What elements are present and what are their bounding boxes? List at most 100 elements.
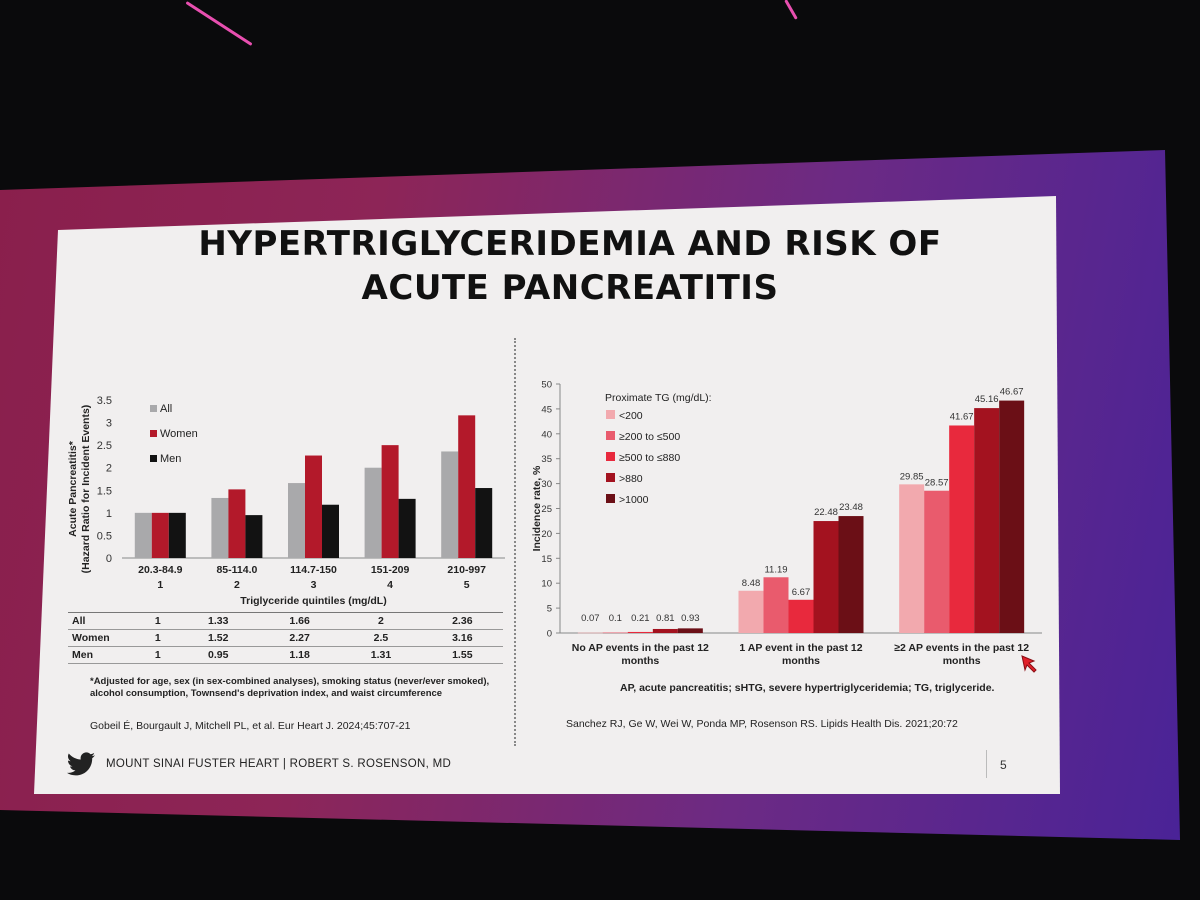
legend-swatch (150, 405, 157, 412)
table-cell: 1.52 (177, 629, 259, 647)
table-cell: 2 (340, 612, 422, 630)
y-axis-title-line-1: Acute Pancreatitis* (67, 440, 79, 537)
row-label: All (68, 612, 138, 630)
slide (34, 196, 1060, 794)
bar-men (475, 488, 493, 558)
category-label-line: months (782, 655, 820, 667)
y-tick-label: 50 (541, 380, 552, 391)
table-cell: 1 (138, 612, 178, 630)
data-label: 0.07 (581, 613, 600, 624)
category-label-line: ≥2 AP events in the past 12 (894, 642, 1029, 654)
right-citation: Sanchez RJ, Ge W, Wei W, Ponda MP, Rosen… (566, 718, 958, 730)
bar-all (364, 467, 382, 558)
legend-swatch (606, 431, 615, 440)
bar-tg-2 (788, 599, 814, 633)
y-tick-label: 35 (541, 454, 552, 465)
table-cell: 1 (138, 646, 178, 664)
category-label: 114.7-150 (290, 564, 337, 576)
y-tick-label: 20 (541, 529, 552, 540)
y-tick-label: 2.5 (97, 440, 112, 452)
legend-label: ≥500 to ≤880 (619, 452, 680, 464)
left-footnote-line-1: *Adjusted for age, sex (in sex-combined … (90, 676, 490, 687)
bar-women (228, 489, 246, 558)
y-tick-label: 30 (541, 479, 552, 490)
bar-all (211, 497, 229, 558)
left-footnote-line-2: alcohol consumption, Townsend's deprivat… (90, 688, 443, 699)
page-number: 5 (1000, 758, 1007, 772)
table-cell: 1.55 (421, 646, 503, 664)
table-row: Women 1 1.52 2.27 2.5 3.16 (68, 629, 503, 647)
panel-divider (514, 338, 516, 746)
x-axis-title: Triglyceride quintiles (mg/dL) (240, 595, 386, 607)
bar-women (381, 445, 399, 558)
data-label: 0.1 (609, 613, 622, 624)
category-label: 85-114.0 (216, 564, 257, 576)
bar-tg-3 (652, 628, 678, 633)
data-label: 6.67 (792, 587, 811, 598)
y-tick-label: 45 (541, 404, 552, 415)
legend-swatch (150, 430, 157, 437)
left-footnote: *Adjusted for age, sex (in sex-combined … (90, 676, 489, 700)
title-line-2: ACUTE PANCREATITIS (361, 268, 779, 308)
bar-tg-1 (924, 490, 950, 633)
bar-women (151, 512, 169, 558)
quintile-number: 1 (157, 579, 163, 591)
row-label: Men (68, 646, 138, 664)
bar-men (168, 512, 186, 558)
quintile-number: 5 (464, 579, 470, 591)
y-tick-label: 0 (106, 553, 112, 565)
table-cell: 1 (138, 629, 178, 647)
bar-tg-0 (899, 484, 925, 633)
legend-label: Men (160, 453, 181, 465)
page-separator (986, 750, 987, 778)
twitter-bird-icon (66, 752, 96, 783)
y-axis-title: Incidence rate, % (531, 465, 543, 551)
data-label: 11.19 (764, 564, 787, 575)
legend-label: >880 (619, 473, 643, 485)
legend-title: Proximate TG (mg/dL): (605, 392, 712, 404)
legend-swatch (606, 494, 615, 503)
bar-tg-2 (949, 425, 975, 633)
y-tick-label: 25 (541, 504, 552, 515)
category-label: 151-209 (371, 564, 410, 576)
data-label: 28.57 (925, 478, 949, 489)
category-label-line: months (621, 655, 659, 667)
slide-title: HYPERTRIGLYCERIDEMIA AND RISK OF ACUTE P… (90, 222, 1050, 310)
table-cell: 2.27 (258, 629, 341, 647)
table-cell: 2.36 (421, 612, 503, 630)
bar-all (134, 512, 152, 558)
y-tick-label: 3.5 (97, 395, 112, 407)
bar-tg-1 (763, 577, 789, 633)
data-label: 23.48 (839, 502, 863, 513)
pointer-cursor-icon (1020, 654, 1040, 679)
bar-all (441, 451, 459, 558)
bar-tg-2 (627, 631, 653, 633)
y-tick-label: 5 (547, 604, 552, 615)
category-label-line: No AP events in the past 12 (572, 642, 709, 654)
legend-swatch (606, 452, 615, 461)
bar-men (245, 515, 263, 558)
table-cell: 1.33 (177, 612, 259, 630)
legend-swatch (606, 473, 615, 482)
data-label: 41.67 (950, 411, 974, 422)
data-label: 29.85 (900, 471, 924, 482)
footer-credit: MOUNT SINAI FUSTER HEART | ROBERT S. ROS… (106, 758, 452, 770)
quintile-number: 4 (387, 579, 393, 591)
quintile-number: 2 (234, 579, 240, 591)
category-label-line: 1 AP event in the past 12 (739, 642, 862, 654)
y-axis-title-line-2: (Hazard Ratio for Incident Events) (80, 405, 92, 574)
data-label: 0.21 (631, 613, 650, 624)
legend-label: <200 (619, 410, 643, 422)
data-label: 46.67 (1000, 387, 1024, 398)
bar-tg-4 (677, 628, 703, 633)
bar-tg-0 (577, 632, 603, 634)
data-label: 0.93 (681, 613, 700, 624)
legend-label: All (160, 403, 172, 415)
bar-men (398, 498, 416, 558)
legend-swatch (606, 410, 615, 419)
category-label: 20.3-84.9 (138, 564, 183, 576)
bar-tg-3 (813, 521, 839, 633)
left-citation: Gobeil É, Bourgault J, Mitchell PL, et a… (90, 720, 411, 732)
right-footnote: AP, acute pancreatitis; sHTG, severe hyp… (620, 682, 995, 694)
